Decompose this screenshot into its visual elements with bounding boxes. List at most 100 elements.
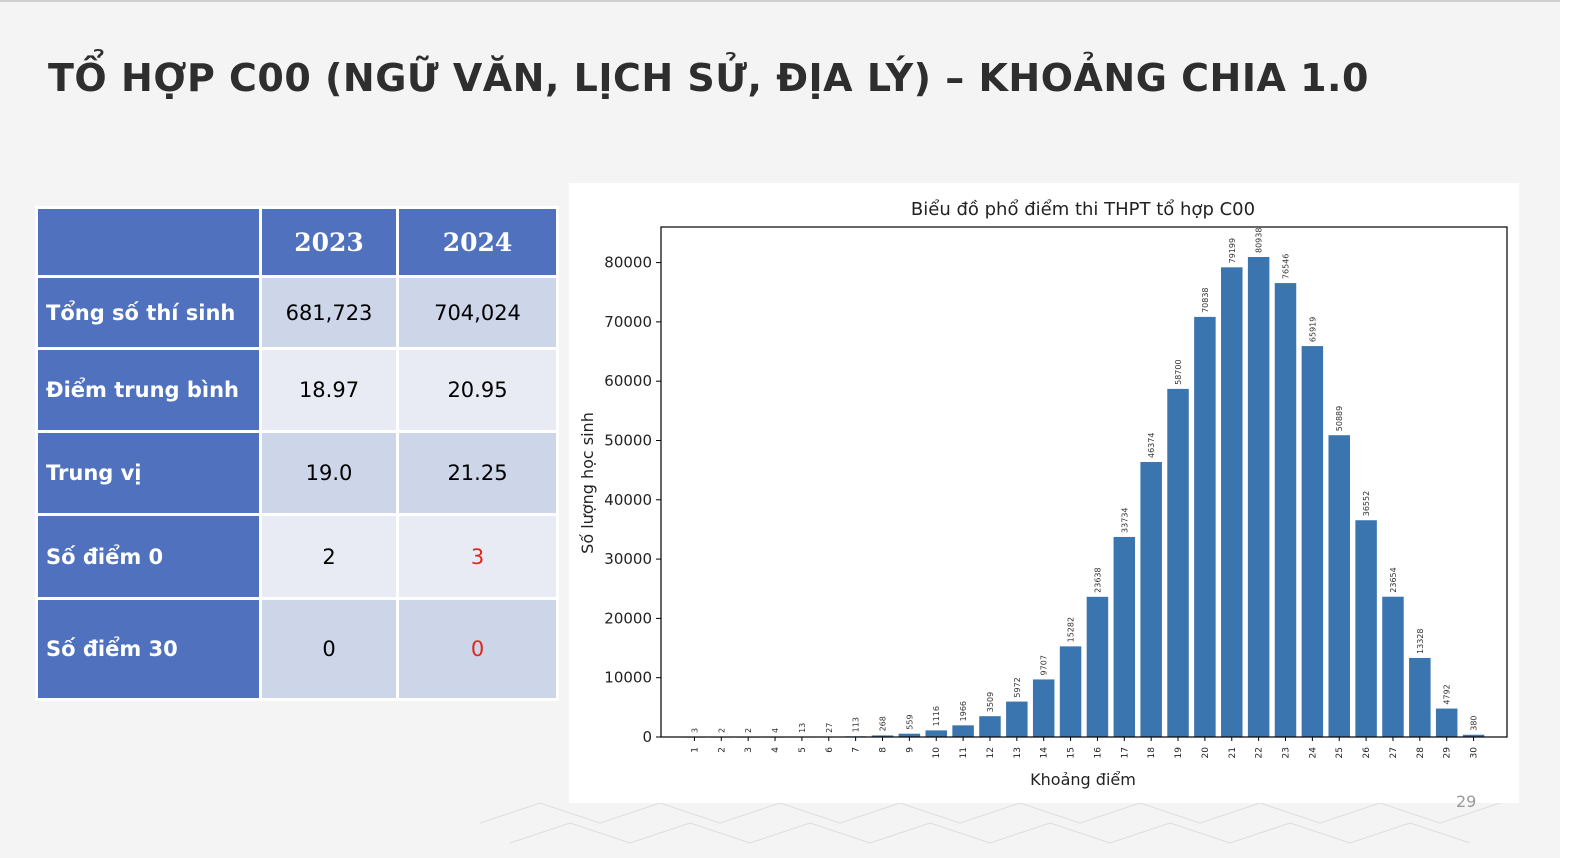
data-label: 46374 [1147,433,1156,458]
data-label: 15282 [1067,617,1076,642]
bar [871,735,894,737]
bar [1194,316,1216,737]
data-label: 23638 [1093,567,1102,592]
chart-panel: Biểu đồ phổ điểm thi THPT tổ hợp C00 Kho… [569,183,1519,803]
row-label: Số điểm 0 [35,513,262,600]
data-label: 1966 [959,701,968,721]
data-label: 33734 [1120,507,1129,532]
page-number: 29 [1456,792,1477,811]
data-label: 58700 [1174,359,1183,384]
y-tick-label: 80000 [604,254,652,272]
data-label: 27 [825,723,834,733]
bar [979,716,1001,737]
bar [1006,701,1028,737]
table-header-cell: 2023 [259,206,399,278]
cell-2023: 18.97 [259,347,399,433]
cell-2023: 0 [259,597,399,701]
x-tick-label: 18 [1147,747,1157,759]
y-tick-label: 0 [642,728,652,746]
table-header-cell: 2024 [396,206,559,278]
x-tick-label: 15 [1067,747,1077,758]
x-tick-label: 9 [905,747,915,753]
row-label: Trung vị [35,430,262,516]
data-label: 65919 [1308,317,1317,342]
x-tick-label: 20 [1201,747,1211,759]
x-tick-label: 6 [825,747,835,753]
x-tick-label: 29 [1443,747,1453,759]
bar [1435,708,1458,737]
cell-2024: 0 [396,597,559,701]
data-label: 2 [717,728,726,733]
bar [1409,657,1431,737]
cell-2023: 681,723 [259,275,399,350]
cell-2023: 19.0 [259,430,399,516]
row-label: Điểm trung bình [35,347,262,433]
data-label: 5972 [1013,677,1022,697]
cell-2024: 704,024 [396,275,559,350]
data-label: 4792 [1443,684,1452,704]
x-axis-label: Khoảng điểm [1030,770,1136,789]
x-tick-label: 8 [879,747,889,753]
bar [1059,646,1082,737]
y-tick-label: 50000 [604,431,652,449]
page-title: TỔ HỢP C00 (NGỮ VĂN, LỊCH SỬ, ĐỊA LÝ) – … [48,56,1369,100]
data-label: 23654 [1389,567,1398,592]
data-label: 76546 [1282,254,1291,279]
bar [952,725,974,737]
data-label: 4 [771,728,780,733]
bar [1301,346,1324,737]
bar [1247,257,1270,737]
x-tick-label: 28 [1416,747,1426,759]
table-header-row: 2023 2024 [35,206,559,278]
table-header-cell [35,206,262,278]
bar [1328,435,1350,737]
bar [1221,267,1243,737]
data-label: 1116 [932,706,941,726]
row-label: Tổng số thí sinh [35,275,262,350]
chart-title: Biểu đồ phổ điểm thi THPT tổ hợp C00 [911,199,1255,220]
data-label: 380 [1470,715,1479,730]
x-tick-label: 23 [1282,747,1292,758]
table-row: Tổng số thí sinh 681,723 704,024 [35,275,559,350]
x-tick-label: 3 [744,747,754,753]
bar [1086,596,1109,737]
bar [1113,536,1136,737]
row-label: Số điểm 30 [35,597,262,701]
cell-2024: 3 [396,513,559,600]
data-label: 80938 [1255,228,1264,253]
stats-table: 2023 2024 Tổng số thí sinh 681,723 704,0… [35,206,559,701]
x-tick-label: 26 [1362,747,1372,759]
bar [1140,461,1162,737]
bar [1167,388,1189,737]
x-tick-label: 5 [798,747,808,753]
table-row: Số điểm 30 0 0 [35,597,559,701]
x-tick-label: 1 [690,747,700,753]
y-tick-label: 70000 [604,313,652,331]
cell-2024: 20.95 [396,347,559,433]
x-tick-label: 4 [771,747,781,753]
x-tick-label: 11 [959,747,969,758]
data-label: 3509 [986,692,995,712]
y-tick-label: 30000 [604,550,652,568]
table-row: Điểm trung bình 18.97 20.95 [35,347,559,433]
table-row: Trung vị 19.0 21.25 [35,430,559,516]
cell-2024: 21.25 [396,430,559,516]
bar [1274,283,1297,737]
data-label: 2 [744,728,753,733]
plot-frame [660,226,1508,738]
data-label: 268 [879,716,888,731]
x-tick-label: 17 [1120,747,1130,758]
cell-2023: 2 [259,513,399,600]
data-label: 79199 [1228,238,1237,263]
table-row: Số điểm 0 2 3 [35,513,559,600]
x-tick-label: 2 [717,747,727,753]
data-label: 559 [905,714,914,729]
data-label: 3 [690,728,699,733]
data-label: 50889 [1335,406,1344,431]
bar-chart: Biểu đồ phổ điểm thi THPT tổ hợp C00 Kho… [578,199,1508,789]
data-label: 113 [852,717,861,732]
x-tick-label: 19 [1174,747,1184,759]
y-axis-label: Số lượng học sinh [578,412,597,554]
bar [1032,679,1055,737]
x-tick-label: 10 [932,747,942,759]
